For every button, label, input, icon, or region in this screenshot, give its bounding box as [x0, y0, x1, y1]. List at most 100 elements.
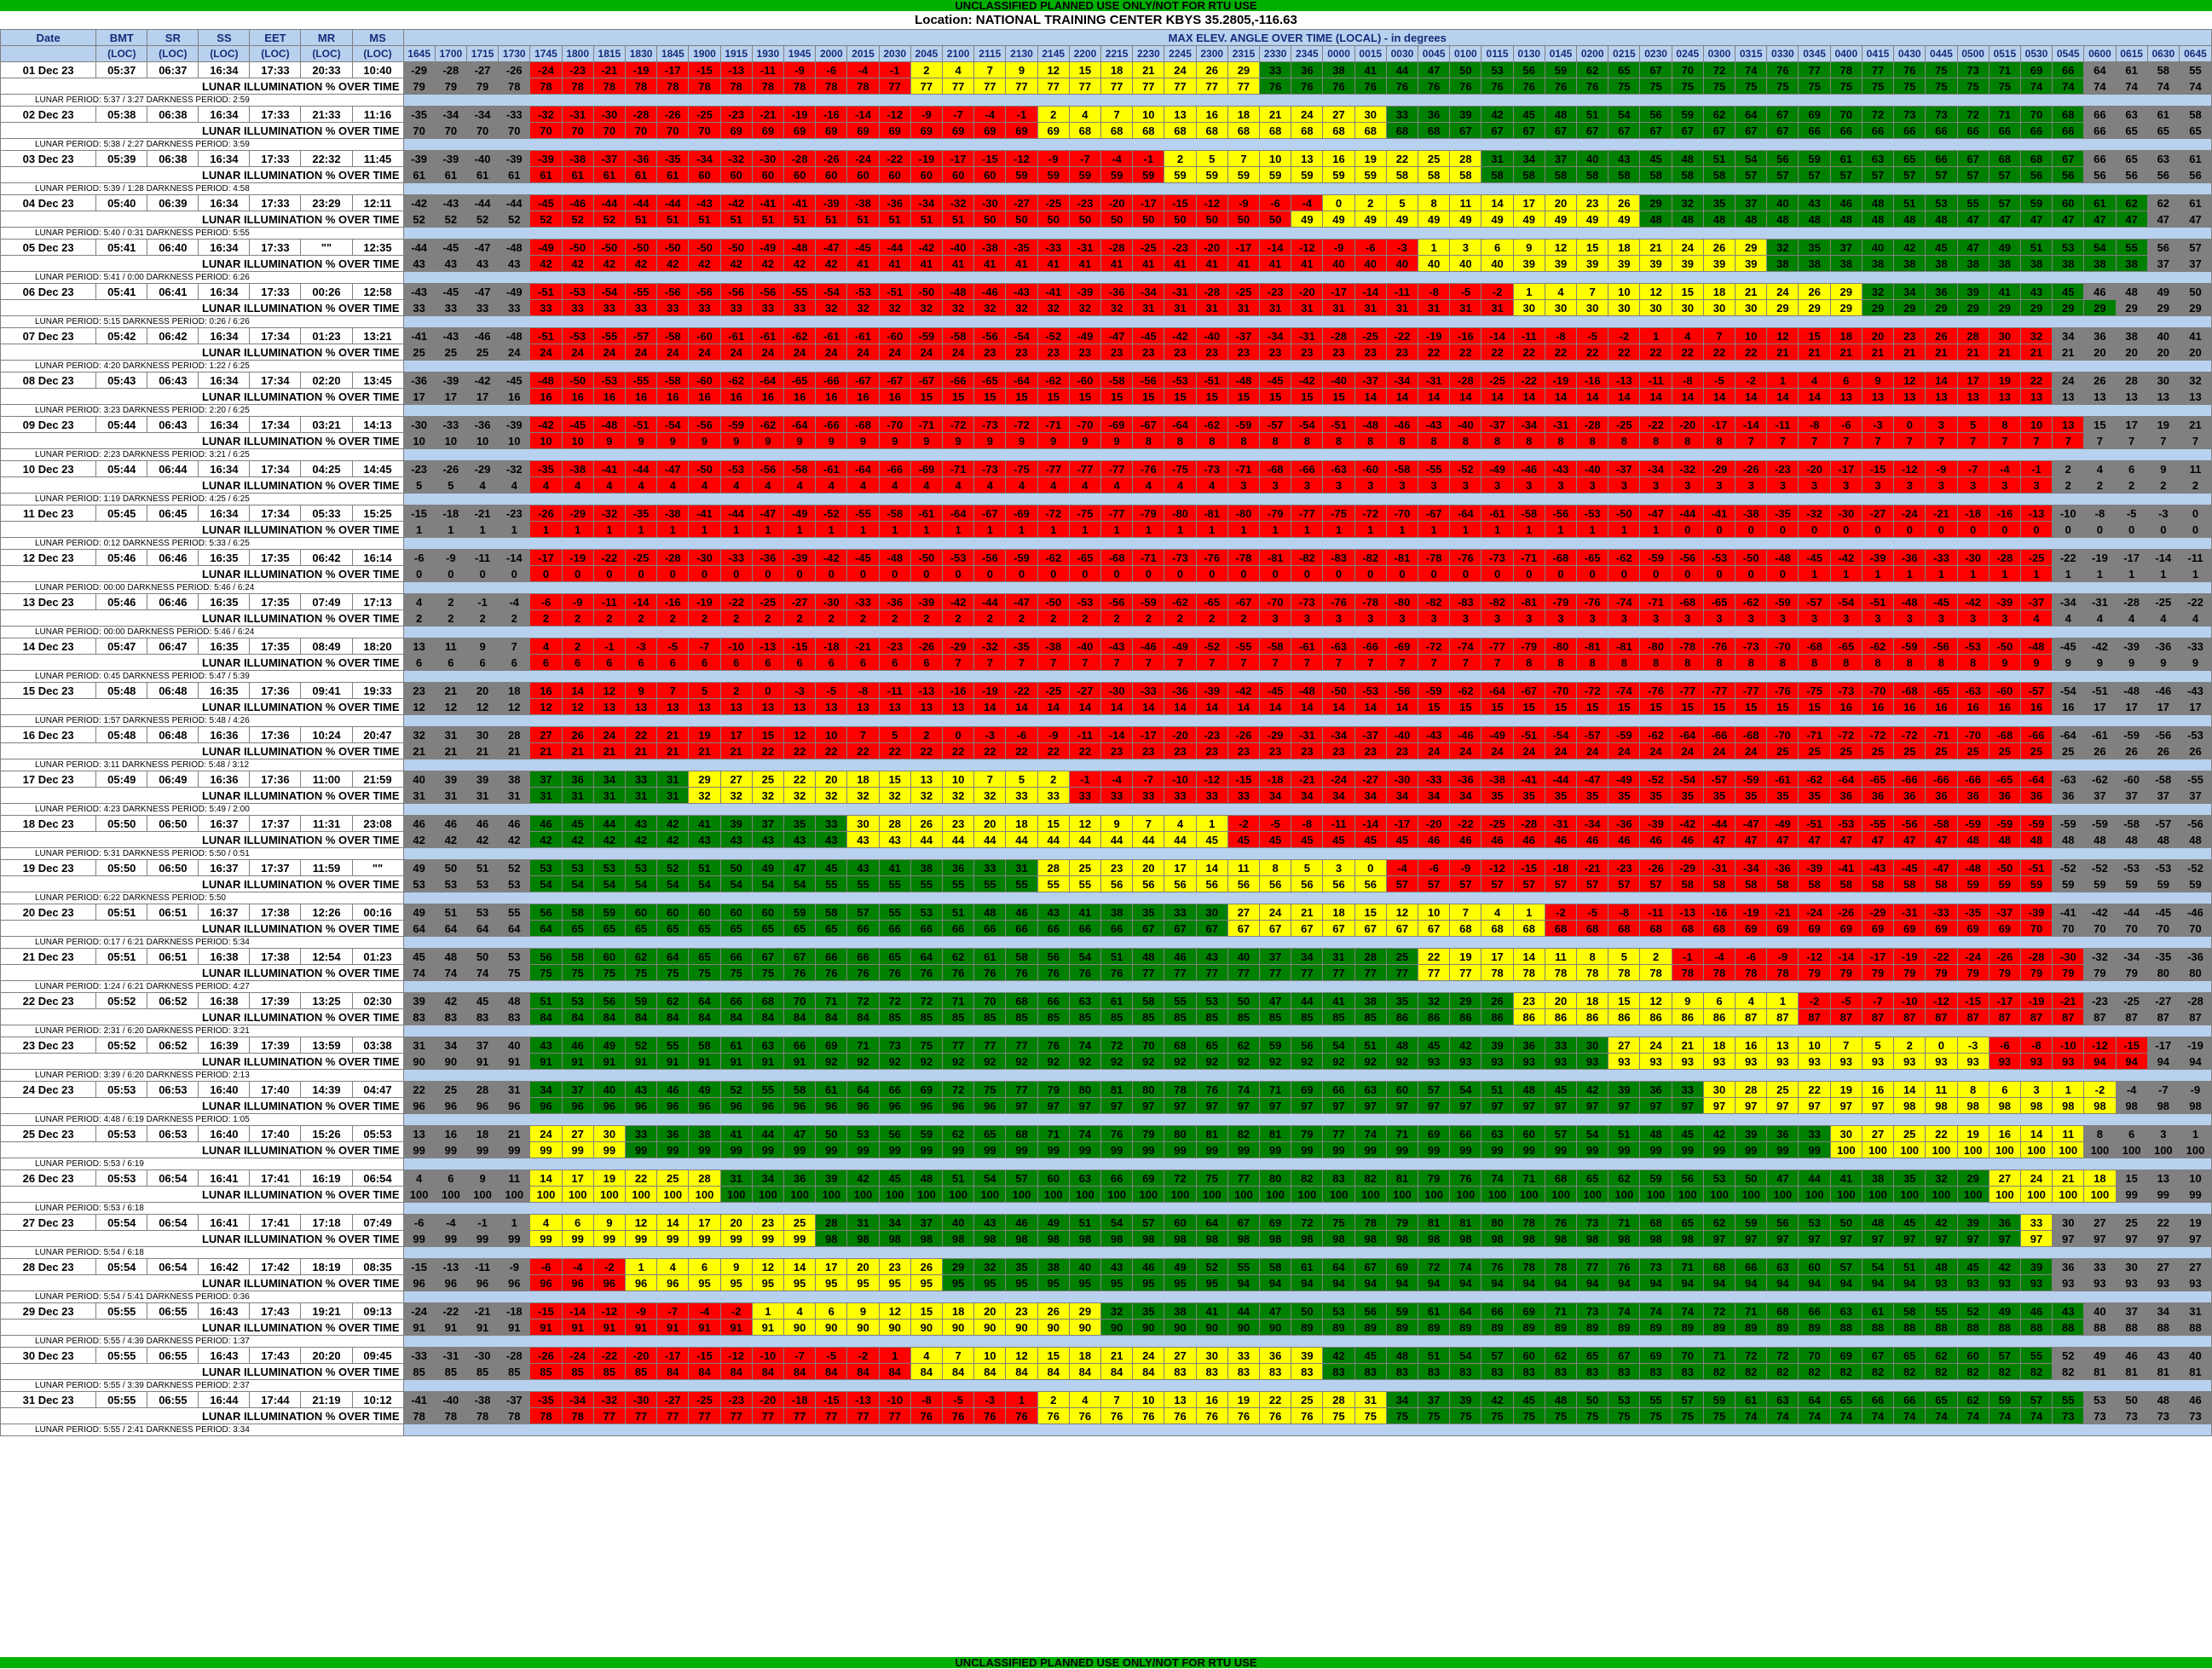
elevation-cell: -2	[1227, 815, 1261, 832]
illumination-cell: 41	[941, 255, 975, 272]
elevation-cell: -77	[1100, 505, 1134, 522]
elevation-cell: -77	[1291, 505, 1324, 522]
elevation-cell: -34	[1132, 283, 1165, 300]
elevation-cell: -9	[1449, 859, 1482, 876]
elevation-cell: -9	[1322, 239, 1355, 256]
illumination-cell: 38	[1861, 255, 1895, 272]
elevation-cell: 44	[751, 1125, 784, 1142]
elevation-cell: 13	[1164, 1391, 1197, 1408]
elevation-cell: 17	[1164, 859, 1197, 876]
elevation-cell: -46	[1449, 726, 1482, 743]
time-cell: 18:19	[300, 1258, 353, 1275]
illumination-cell: 1	[973, 521, 1007, 538]
elevation-cell: 64	[2083, 61, 2117, 78]
illumination-cell: 78	[561, 78, 594, 95]
elevation-cell: -3	[783, 682, 817, 699]
elevation-cell: 55	[751, 1081, 784, 1098]
illumination-cell: 9	[2146, 654, 2180, 671]
illumination-cell: 29	[2052, 299, 2085, 316]
illumination-cell: 76	[1418, 78, 1451, 95]
elevation-cell: 14	[656, 1214, 690, 1231]
elevation-cell: -25	[2146, 593, 2180, 610]
illumination-cell: 14	[1735, 388, 1768, 405]
time-header: 2115	[973, 45, 1007, 62]
elevation-cell: -60	[2115, 771, 2148, 788]
illumination-cell: 9	[2083, 654, 2117, 671]
time-cell: 19:21	[300, 1302, 353, 1320]
illumination-cell: 93	[1639, 1053, 1672, 1070]
elevation-cell: -49	[1068, 327, 1102, 344]
time-cell: 17:39	[249, 992, 302, 1009]
illumination-cell: 1	[1956, 565, 1990, 582]
illumination-cell: 4	[719, 476, 753, 494]
elevation-cell: 16	[434, 1125, 467, 1142]
elevation-cell: -67	[1418, 505, 1451, 522]
elevation-cell: 10	[1608, 283, 1641, 300]
period-fill	[402, 626, 2212, 638]
illumination-cell: 91	[783, 1053, 817, 1070]
illumination-cell: 100	[2052, 1186, 2085, 1203]
time-cell: 16:34	[198, 106, 251, 123]
elevation-cell: -14	[1259, 239, 1292, 256]
illumination-cell: 84	[592, 1008, 626, 1025]
elevation-cell: 13	[910, 771, 944, 788]
illumination-cell: 23	[1195, 742, 1228, 759]
date-cell: 26 Dec 23	[0, 1169, 97, 1187]
elevation-cell: 35	[1893, 1169, 1926, 1187]
illumination-cell: 98	[1449, 1230, 1482, 1247]
illumination-cell: 59	[1354, 166, 1387, 183]
elevation-cell: -5	[815, 682, 848, 699]
illumination-cell: 69	[1735, 920, 1768, 937]
elevation-cell: 75	[910, 1037, 944, 1054]
elevation-cell: 49	[751, 859, 784, 876]
elevation-row: 14 Dec 23 05:47 06:47 16:35 17:35 08:49 18:20 1…	[0, 638, 2212, 655]
illumination-cell: 17	[465, 388, 500, 405]
elevation-cell: 41	[2178, 327, 2212, 344]
illumination-cell: 8	[1449, 432, 1482, 449]
elevation-cell: -50	[561, 372, 594, 389]
elevation-cell: -67	[1132, 416, 1165, 433]
elevation-cell: 66	[815, 948, 848, 965]
time-header: 2345	[1291, 45, 1324, 62]
time-cell: 16:35	[198, 682, 251, 699]
illumination-cell: 0	[1766, 565, 1799, 582]
illumination-cell: 7	[941, 654, 975, 671]
illumination-cell: 67	[1291, 920, 1324, 937]
elevation-cell: 53	[1925, 194, 1958, 211]
illumination-cell: 1	[1385, 521, 1419, 538]
elevation-cell: 33	[1798, 1125, 1831, 1142]
time-cell: 06:54	[351, 1169, 404, 1187]
elevation-cell: 2	[910, 61, 944, 78]
elevation-cell: 30	[1576, 1037, 1609, 1054]
elevation-cell: -45	[1259, 372, 1292, 389]
time-cell: 12:26	[300, 904, 353, 921]
illumination-cell: 99	[498, 1141, 531, 1158]
illumination-cell: 1	[1798, 565, 1831, 582]
elevation-cell: 5	[1861, 1037, 1895, 1054]
illumination-cell: 6	[751, 654, 784, 671]
time-cell: 06:50	[147, 815, 199, 832]
illumination-cell: 14	[1512, 388, 1545, 405]
elevation-cell: -36	[1608, 815, 1641, 832]
illumination-cell: 66	[2083, 122, 2117, 139]
elevation-cell: 66	[878, 1081, 911, 1098]
illumination-cell: 6	[624, 654, 658, 671]
header-mr: MR	[300, 29, 353, 46]
illumination-cell: 15	[1259, 388, 1292, 405]
illumination-cell: 98	[1164, 1230, 1197, 1247]
illumination-cell: 58	[1925, 875, 1958, 892]
elevation-cell: 66	[783, 1037, 817, 1054]
illumination-cell: 13	[1956, 388, 1990, 405]
elevation-cell: 28	[1354, 948, 1387, 965]
illumination-cell: 23	[1385, 742, 1419, 759]
elevation-table: Date BMT SR SS EET MR MS MAX ELEV. ANGLE…	[0, 29, 2212, 1436]
illumination-cell: 44	[1164, 831, 1197, 848]
illumination-cell: 50	[1227, 211, 1261, 228]
elevation-cell: 29	[1829, 283, 1863, 300]
elevation-cell: 45	[402, 948, 436, 965]
illumination-cell: 75	[529, 964, 563, 981]
elevation-cell: 0	[751, 682, 784, 699]
elevation-cell: -45	[1798, 549, 1831, 566]
period-row: LUNAR PERIOD: 2:23 DARKNESS PERIOD: 3:21…	[0, 448, 2212, 461]
elevation-row: 29 Dec 23 05:55 06:55 16:43 17:43 19:21 09:13-…	[0, 1302, 2212, 1320]
